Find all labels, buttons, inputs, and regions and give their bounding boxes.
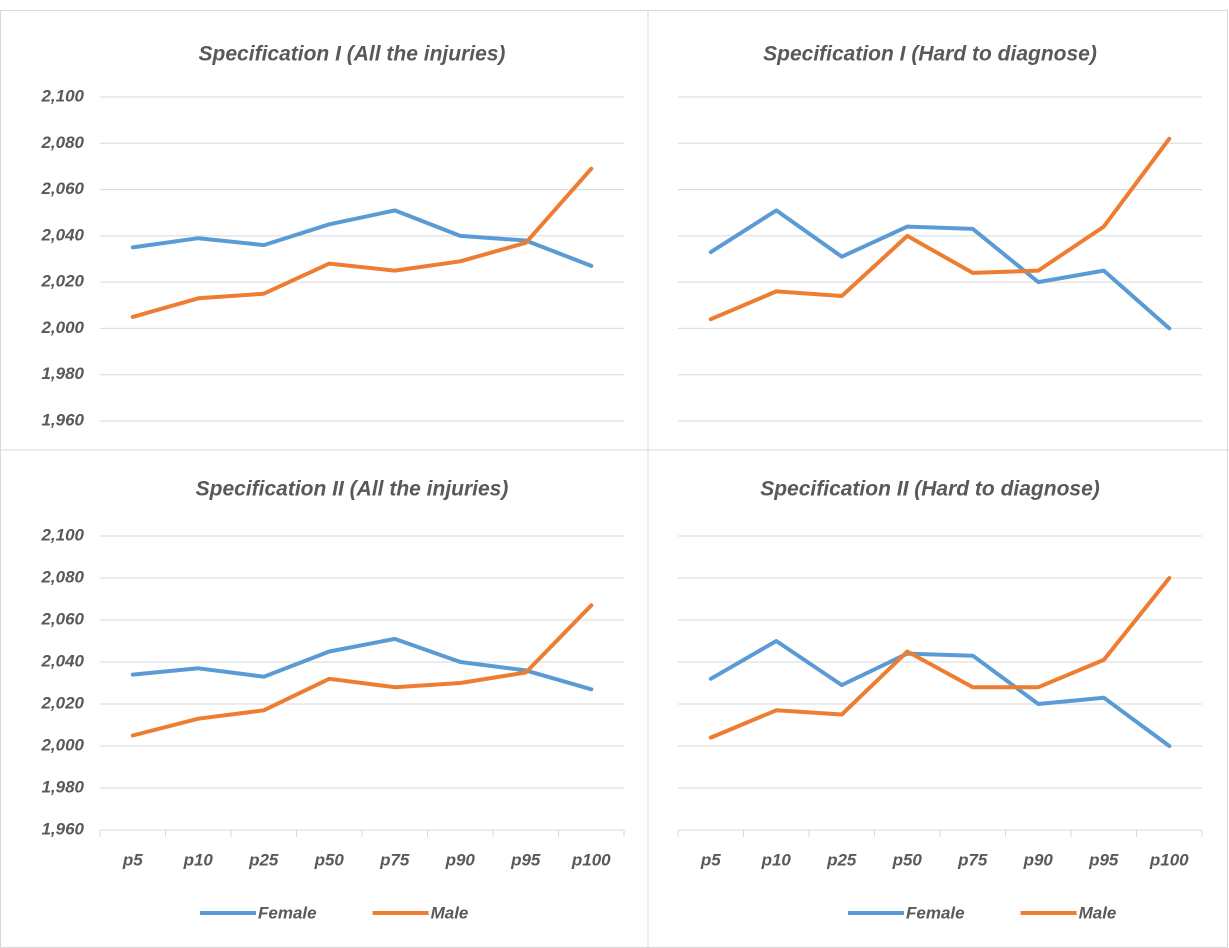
y-tick-label: 2,040 [40, 651, 84, 670]
legend-label: Female [906, 903, 965, 922]
y-tick-label: 2,020 [40, 693, 84, 712]
x-tick-label: p100 [571, 850, 611, 869]
y-tick-label: 2,040 [40, 225, 84, 244]
y-tick-label: 2,000 [40, 318, 84, 337]
x-tick-label: p95 [1088, 850, 1119, 869]
x-tick-label: p90 [1023, 850, 1054, 869]
legend-label: Female [258, 903, 317, 922]
y-tick-label: 2,020 [40, 272, 84, 291]
y-tick-label: 2,060 [40, 179, 84, 198]
data-line [708, 208, 1172, 331]
data-line [708, 576, 1172, 740]
x-tick-label: p50 [314, 850, 345, 869]
x-tick-label: p10 [761, 850, 792, 869]
x-tick-label: p95 [510, 850, 541, 869]
x-tick-label: p25 [826, 850, 857, 869]
x-tick-label: p100 [1149, 850, 1189, 869]
y-tick-label: 2,100 [40, 525, 84, 544]
legend-label: Male [431, 903, 469, 922]
y-tick-label: 2,080 [40, 567, 84, 586]
x-tick-label: p90 [445, 850, 476, 869]
data-line [708, 136, 1172, 322]
chart-title: Specification I (Hard to diagnose) [763, 43, 1097, 66]
y-tick-label: 1,960 [41, 819, 84, 838]
legend-label: Male [1079, 903, 1117, 922]
x-tick-label: p5 [700, 850, 721, 869]
x-tick-label: p10 [183, 850, 214, 869]
data-line [130, 603, 594, 738]
y-tick-label: 1,980 [41, 364, 84, 383]
y-tick-label: 1,980 [41, 777, 84, 796]
y-tick-label: 2,080 [40, 133, 84, 152]
x-tick-label: p75 [957, 850, 988, 869]
x-tick-label: p5 [122, 850, 143, 869]
data-line [130, 166, 594, 319]
data-line [130, 636, 594, 692]
chart-title: Specification II (All the injuries) [196, 478, 509, 501]
x-tick-label: p75 [379, 850, 410, 869]
x-tick-label: p25 [248, 850, 279, 869]
y-tick-label: 1,960 [41, 410, 84, 429]
chart-title: Specification II (Hard to diagnose) [760, 478, 1100, 501]
chart-title: Specification I (All the injuries) [199, 43, 506, 66]
data-line [130, 208, 594, 268]
y-tick-label: 2,000 [40, 735, 84, 754]
y-tick-label: 2,060 [40, 609, 84, 628]
data-line [708, 639, 1172, 748]
y-tick-label: 2,100 [40, 86, 84, 105]
x-tick-label: p50 [892, 850, 923, 869]
